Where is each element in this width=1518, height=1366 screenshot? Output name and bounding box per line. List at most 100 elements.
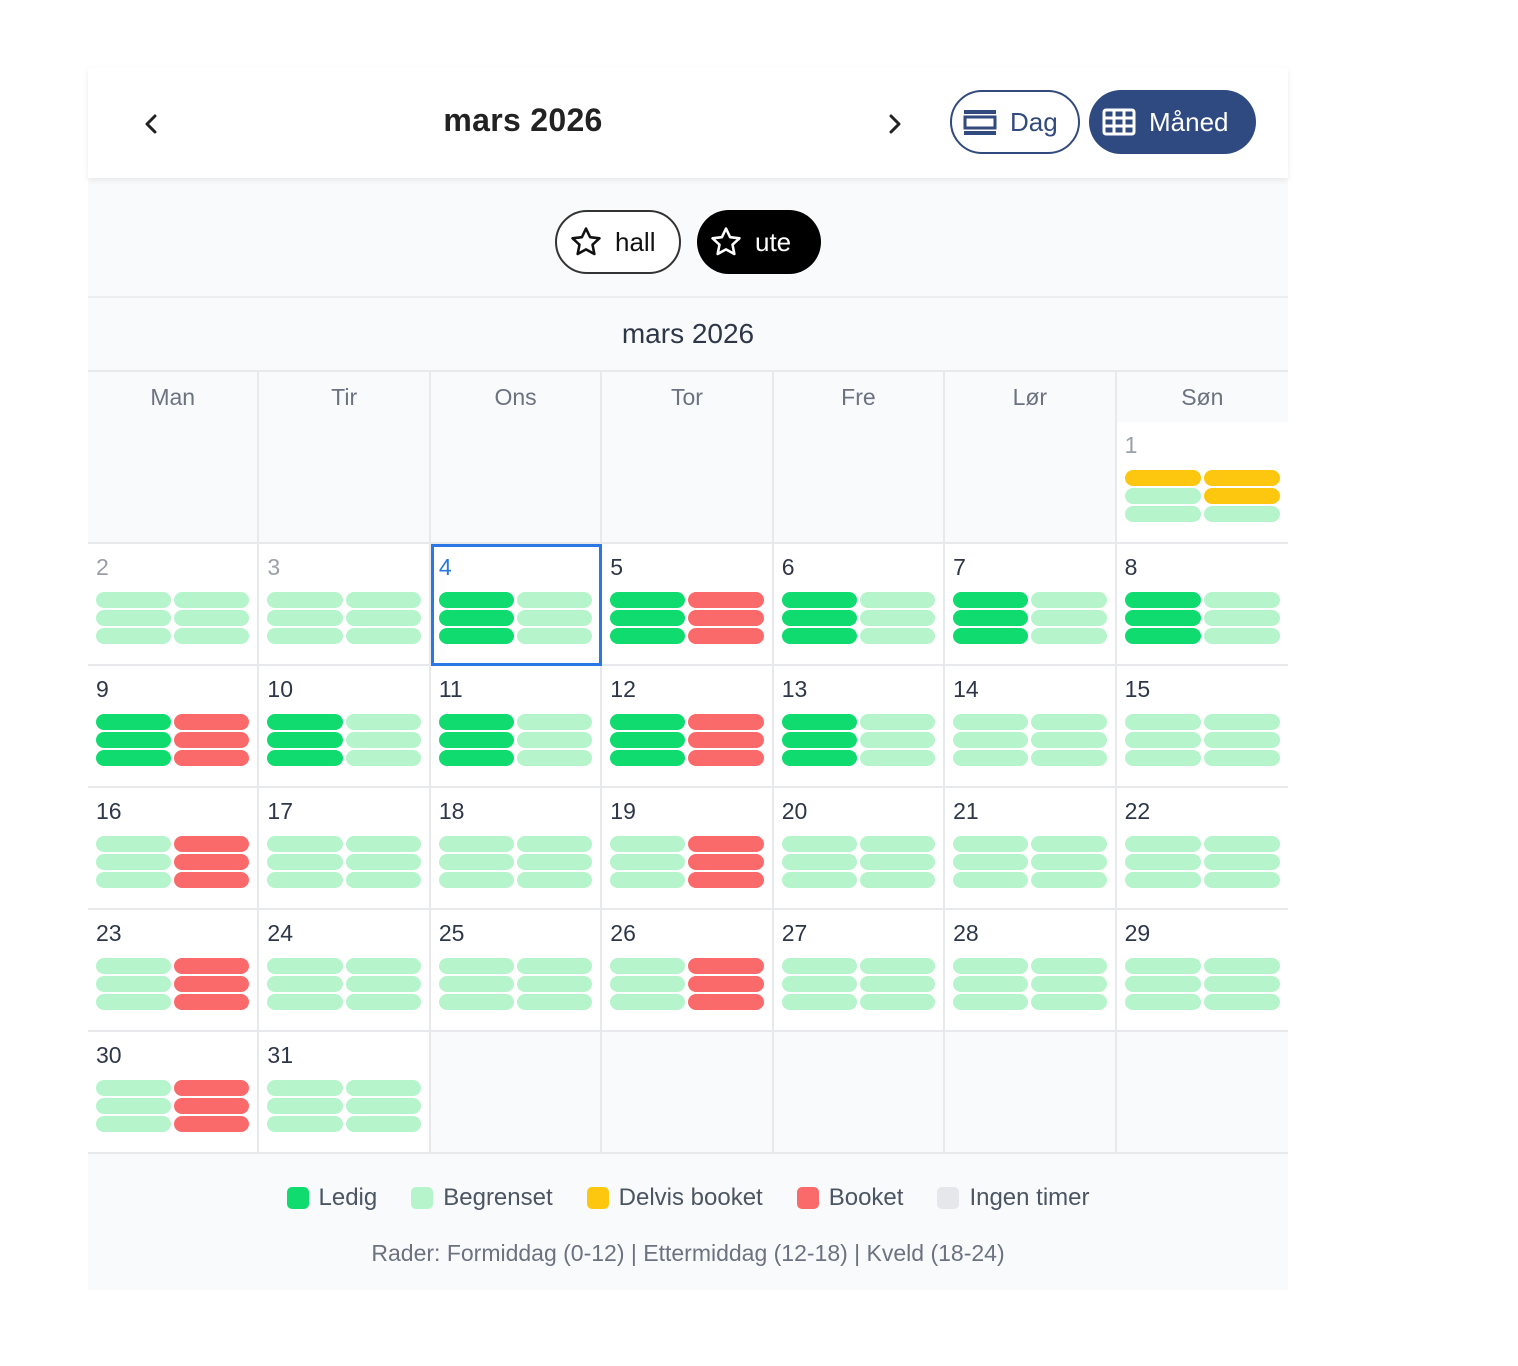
slot-bar-ledig bbox=[781, 750, 857, 766]
slot-bar-ledig bbox=[953, 610, 1029, 626]
slot-bar-begr bbox=[517, 854, 593, 870]
day-cell[interactable]: 20 bbox=[773, 788, 946, 910]
slot-bar-begr bbox=[1124, 714, 1201, 730]
slot-bar-booket bbox=[174, 872, 250, 888]
day-cell[interactable]: 17 bbox=[259, 788, 431, 910]
slot-bar-begr bbox=[96, 1098, 172, 1114]
day-cell[interactable]: 29 bbox=[1116, 910, 1288, 1032]
slot-bar-begr bbox=[859, 872, 936, 888]
day-cell[interactable]: 7 bbox=[945, 544, 1117, 666]
day-cell[interactable]: 9 bbox=[88, 666, 260, 788]
day-view-button[interactable]: Dag bbox=[950, 90, 1080, 154]
day-cell[interactable]: 14 bbox=[945, 666, 1117, 788]
legend-label: Booket bbox=[828, 1184, 904, 1211]
legend-item-begr: Begrenset bbox=[411, 1184, 553, 1212]
day-number: 20 bbox=[781, 798, 808, 824]
slot-bar-begr bbox=[953, 732, 1029, 748]
slot-bar-ledig bbox=[610, 610, 686, 626]
slot-bar-begr bbox=[1031, 854, 1107, 870]
slot-bar-begr bbox=[517, 610, 593, 626]
slot-bar-begr bbox=[1203, 976, 1280, 992]
slot-bar-begr bbox=[345, 714, 421, 730]
slot-bar-begr bbox=[96, 854, 172, 870]
day-cell[interactable]: 18 bbox=[430, 788, 603, 910]
slot-bar-ledig bbox=[267, 714, 343, 730]
slot-bar-begr bbox=[345, 592, 421, 608]
day-number: 27 bbox=[781, 920, 808, 946]
slot-bar-begr bbox=[517, 994, 593, 1010]
slot-bar-booket bbox=[174, 994, 250, 1010]
availability-bars bbox=[953, 958, 1107, 1010]
day-cell[interactable]: 23 bbox=[88, 910, 260, 1032]
filter-chip-label: ute bbox=[755, 226, 792, 257]
slot-bar-begr bbox=[345, 628, 421, 644]
day-cell[interactable]: 26 bbox=[602, 910, 774, 1032]
slot-bar-begr bbox=[610, 976, 686, 992]
slot-bar-begr bbox=[1031, 994, 1107, 1010]
day-number: 4 bbox=[438, 554, 452, 580]
day-cell[interactable]: 15 bbox=[1116, 666, 1288, 788]
slot-bar-begr bbox=[610, 994, 686, 1010]
day-number: 16 bbox=[96, 798, 122, 824]
slot-bar-begr bbox=[1203, 610, 1280, 626]
legend-swatch bbox=[796, 1187, 819, 1209]
day-cell[interactable]: 24 bbox=[259, 910, 431, 1032]
day-number: 19 bbox=[610, 798, 636, 824]
availability-bars bbox=[267, 592, 421, 644]
day-cell[interactable]: 13 bbox=[773, 666, 946, 788]
day-cell[interactable]: 11 bbox=[430, 666, 603, 788]
day-cell[interactable]: 3 bbox=[259, 544, 431, 666]
slot-bar-begr bbox=[96, 994, 172, 1010]
day-cell[interactable]: 2 bbox=[88, 544, 260, 666]
day-cell[interactable]: 12 bbox=[602, 666, 774, 788]
slot-bar-begr bbox=[859, 592, 936, 608]
filter-chip-hall[interactable]: hall bbox=[555, 210, 681, 274]
empty-day-cell bbox=[773, 422, 946, 544]
day-cell[interactable]: 28 bbox=[945, 910, 1117, 1032]
day-cell[interactable]: 8 bbox=[1116, 544, 1288, 666]
day-number: 30 bbox=[96, 1042, 122, 1068]
slot-bar-booket bbox=[174, 1080, 250, 1096]
slot-bar-begr bbox=[781, 872, 857, 888]
day-cell[interactable]: 25 bbox=[430, 910, 603, 1032]
month-view-button[interactable]: Måned bbox=[1089, 90, 1256, 154]
slot-bar-begr bbox=[1031, 610, 1107, 626]
day-cell[interactable]: 6 bbox=[773, 544, 946, 666]
star-outline-icon bbox=[571, 227, 601, 256]
availability-bars bbox=[438, 836, 593, 888]
day-cell[interactable]: 16 bbox=[88, 788, 260, 910]
star-outline-icon bbox=[711, 227, 741, 256]
weekday-label: Søn bbox=[1181, 384, 1224, 410]
prev-month-button[interactable] bbox=[132, 104, 172, 144]
slot-bar-begr bbox=[953, 714, 1029, 730]
day-cell[interactable]: 27 bbox=[773, 910, 946, 1032]
day-cell[interactable]: 30 bbox=[88, 1032, 260, 1154]
slot-bar-ledig bbox=[953, 628, 1029, 644]
slot-bar-begr bbox=[267, 958, 343, 974]
weekday-label: Fre bbox=[774, 372, 946, 422]
weekday-label: Lør bbox=[945, 372, 1117, 422]
day-cell[interactable]: 19 bbox=[602, 788, 774, 910]
slot-bar-begr bbox=[1124, 836, 1201, 852]
day-cell[interactable]: 10 bbox=[259, 666, 431, 788]
day-cell[interactable]: 31 bbox=[259, 1032, 431, 1154]
day-cell[interactable]: 5 bbox=[602, 544, 774, 666]
availability-bars bbox=[96, 592, 250, 644]
legend: Ledig Begrenset Delvis booket Booket Ingen t… bbox=[88, 1184, 1288, 1212]
slot-bar-begr bbox=[345, 994, 421, 1010]
slot-bar-begr bbox=[859, 628, 936, 644]
availability-bars bbox=[96, 1080, 250, 1132]
availability-bars bbox=[1124, 714, 1280, 766]
filter-chip-ute[interactable]: ute bbox=[697, 210, 821, 274]
day-cell[interactable]: 4 bbox=[430, 544, 603, 666]
slot-bar-begr bbox=[267, 976, 343, 992]
next-month-button[interactable] bbox=[874, 104, 914, 144]
slot-bar-begr bbox=[1203, 872, 1280, 888]
day-cell[interactable]: 1 bbox=[1116, 422, 1288, 544]
day-cell[interactable]: 21 bbox=[945, 788, 1117, 910]
slot-bar-ledig bbox=[1124, 610, 1201, 626]
slot-bar-begr bbox=[517, 592, 593, 608]
slot-bar-ledig bbox=[96, 714, 172, 730]
day-cell[interactable]: 22 bbox=[1116, 788, 1288, 910]
slot-bar-begr bbox=[859, 714, 936, 730]
